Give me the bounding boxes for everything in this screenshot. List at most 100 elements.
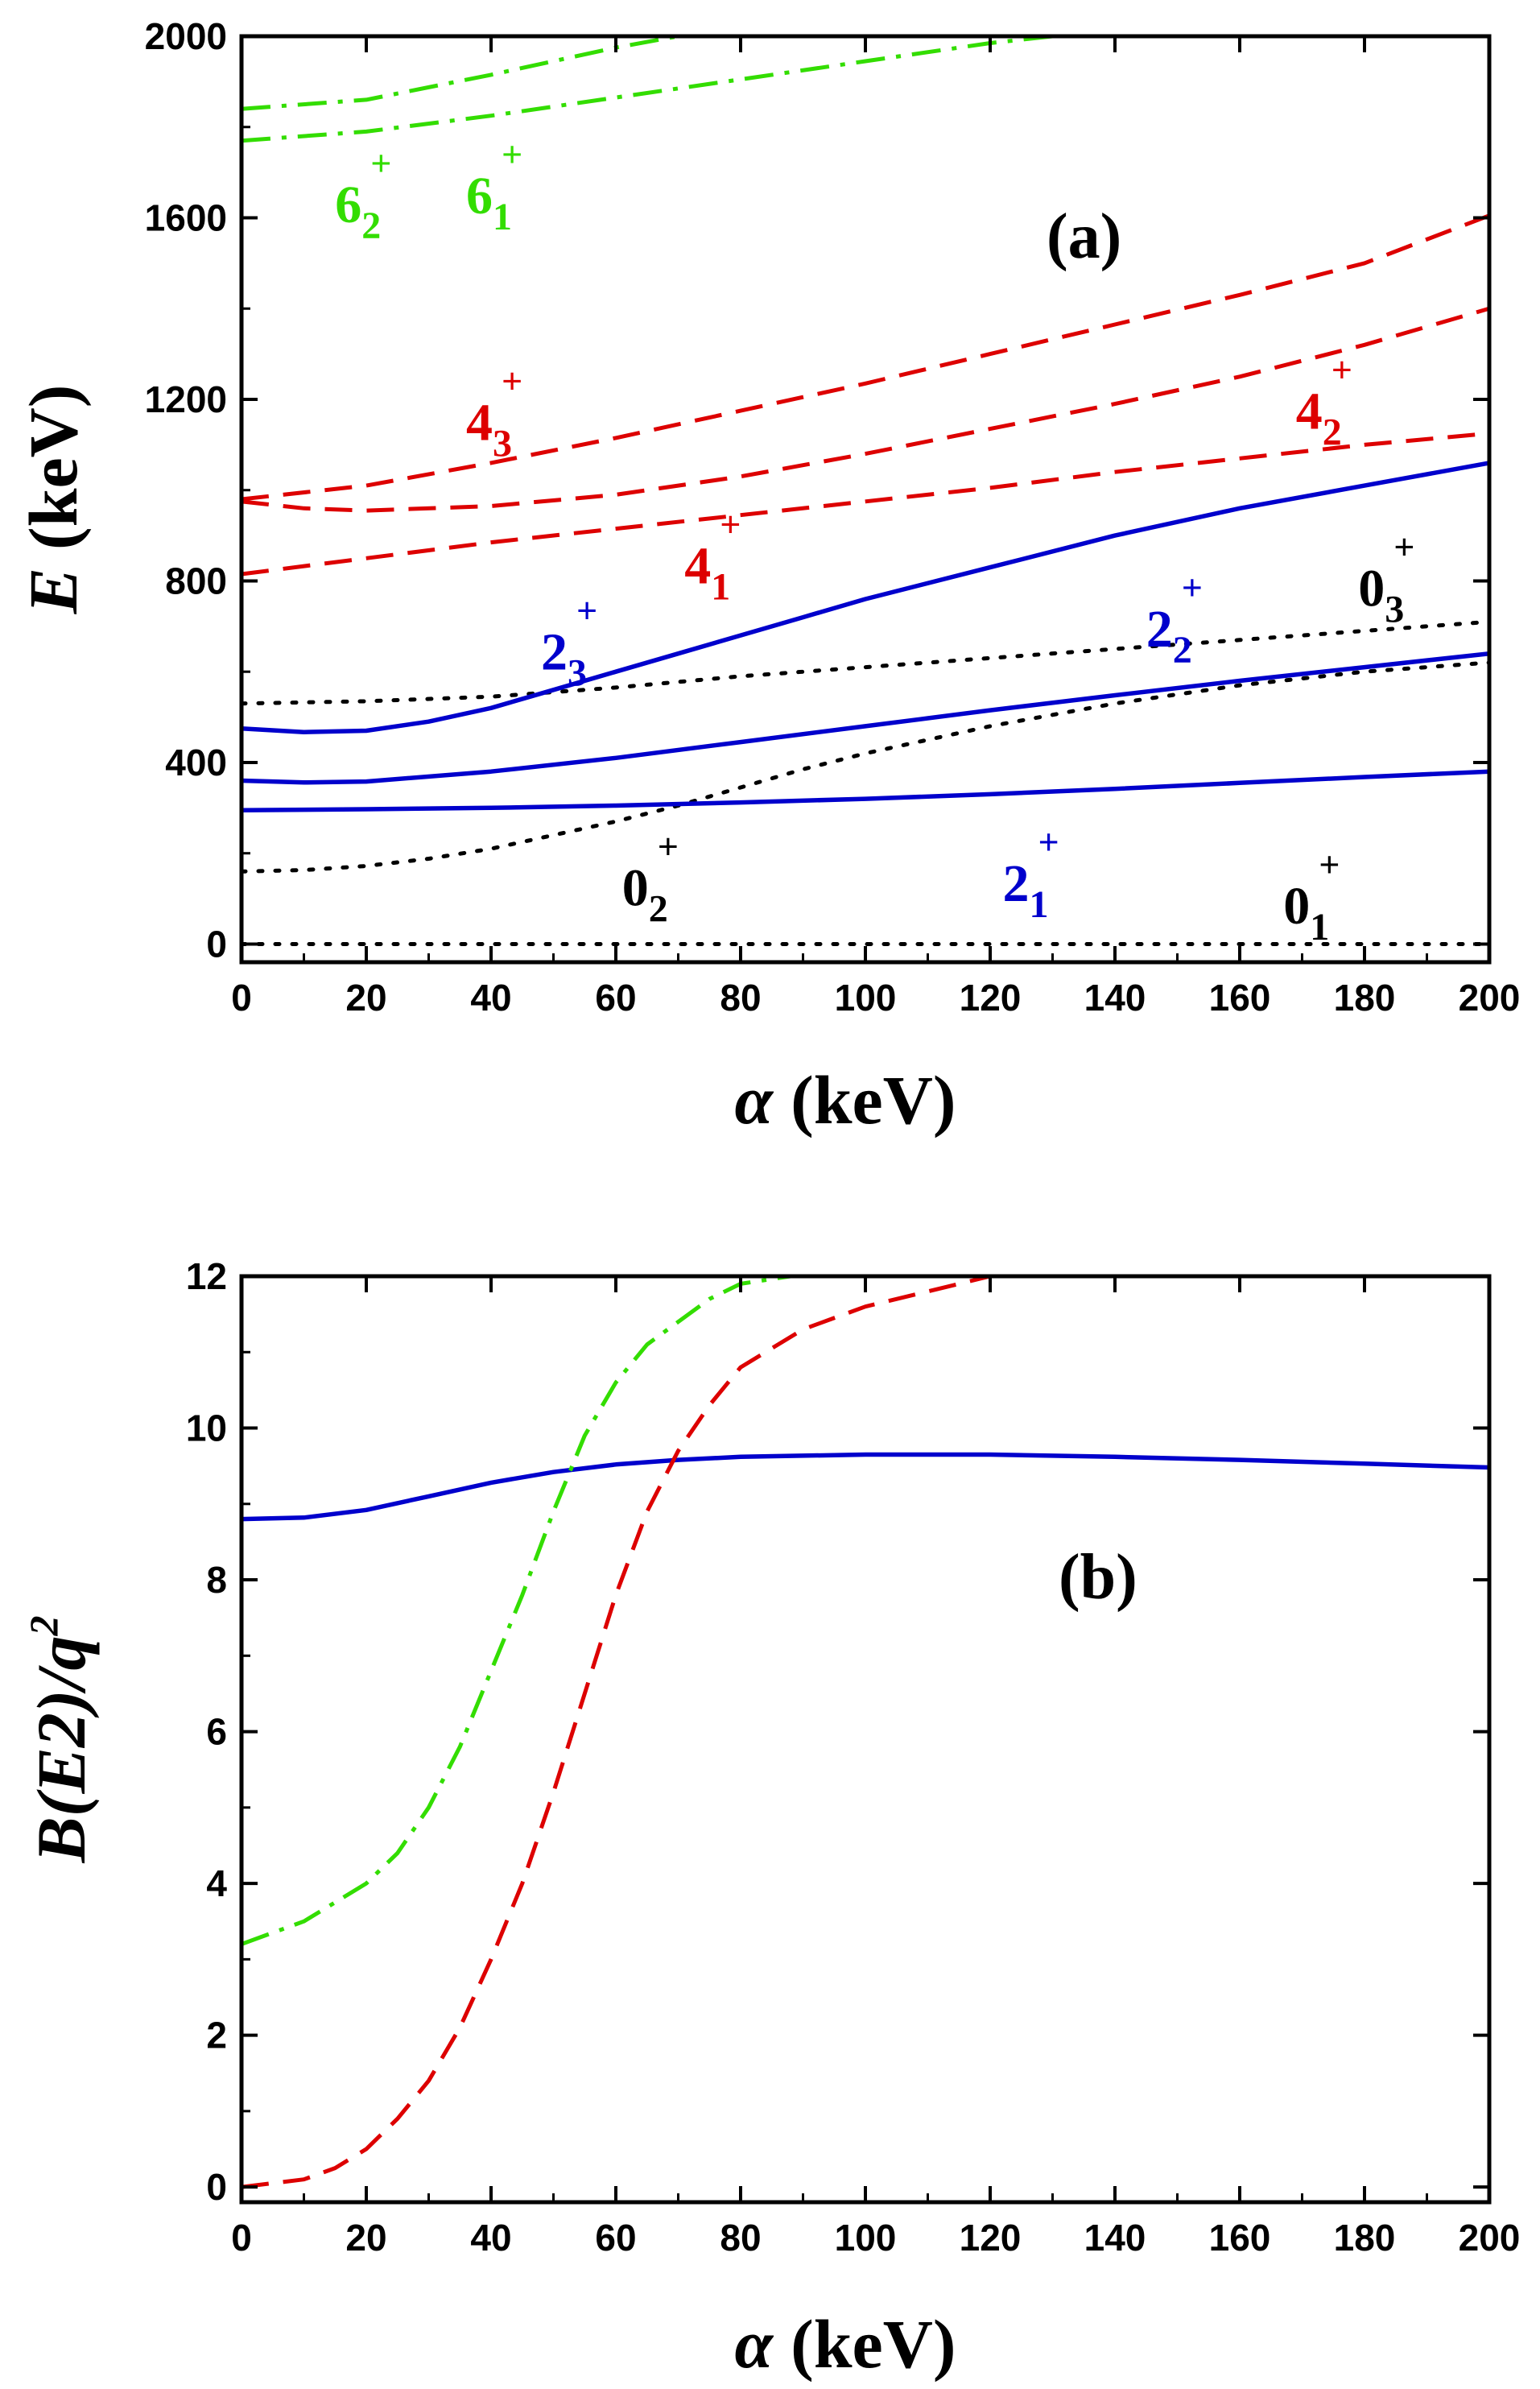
panel-a-x-axis-label: α (keV) — [735, 1061, 956, 1139]
panel-b-y-tick-label: 4 — [206, 1862, 227, 1904]
state-label-number: 4 — [1296, 382, 1323, 441]
state-label-parity: + — [1332, 349, 1352, 391]
panel-a-x-tick-label: 160 — [1209, 977, 1271, 1019]
panel-b-y-tick-label: 8 — [206, 1559, 227, 1601]
panel-b-x-tick-label: 140 — [1084, 2217, 1146, 2259]
panel-a-series-6-line — [242, 461, 1489, 734]
state-label-parity: + — [658, 826, 679, 867]
panel-b-curves — [242, 1276, 1489, 2189]
panel-b-x-tick-label: 100 — [835, 2217, 897, 2259]
panel-a-label: (a) — [1047, 201, 1121, 272]
panel-b-x-tick-label: 180 — [1334, 2217, 1396, 2259]
panel-a-y-axis-label: E (keV) — [14, 385, 92, 615]
panel-a-state-label: 22+ — [1146, 567, 1203, 672]
panel-a-series-2-line — [242, 660, 1489, 874]
state-label-index: 1 — [711, 565, 730, 608]
panel-b-frame — [239, 1274, 1492, 2205]
panel-a-state-label: 42 + — [1296, 349, 1352, 454]
state-label-index: 1 — [493, 196, 512, 238]
state-label-index: 2 — [361, 205, 381, 247]
panel-a-y-tick-label: 1600 — [145, 196, 227, 238]
panel-b-ticks: 0 20 40 60 80 100 120 140 160 180 200 0 2 4 6 8 10 12 — [186, 1255, 1521, 2259]
panel-a-x-tick-label: 80 — [720, 977, 761, 1019]
panel-b-y-axis-exponent: 2 — [21, 1616, 66, 1637]
panel-a-y-tick-label: 800 — [165, 560, 227, 601]
state-label-index: 3 — [568, 651, 587, 694]
state-label-parity: + — [720, 503, 741, 544]
panel-a-y-tick-label: 2000 — [145, 15, 227, 57]
panel-a: 62+61+43+42+41+23+ 22+ 03+02+21+01+ 0 20 40 6… — [14, 15, 1520, 1139]
panel-a-y-tick-label: 400 — [165, 742, 227, 783]
panel-b-y-tick-label: 2 — [206, 2015, 227, 2056]
panel-a-x-tick-label: 120 — [960, 977, 1022, 1019]
panel-a-x-tick-label: 180 — [1334, 977, 1396, 1019]
panel-a-state-label: 43 + — [466, 361, 522, 465]
state-label-index: 2 — [1323, 411, 1342, 454]
state-label-number: 4 — [684, 536, 711, 595]
state-label-number: 6 — [466, 167, 493, 225]
state-label-number: 4 — [466, 394, 493, 453]
state-label-number: 2 — [1003, 854, 1030, 913]
state-label-parity: + — [1393, 526, 1414, 567]
state-label-index: 2 — [649, 888, 668, 931]
panel-a-series-3-line — [242, 619, 1489, 706]
panel-a-series-11-line — [242, 36, 679, 111]
state-label-number: 2 — [541, 622, 568, 681]
panel-b-series-2-line — [242, 1276, 791, 1946]
panel-a-state-label: 02 + — [622, 826, 679, 931]
panel-b-x-tick-label: 120 — [960, 2217, 1022, 2259]
panel-a-x-tick-label: 200 — [1459, 977, 1521, 1019]
panel-b-x-tick-label: 20 — [345, 2217, 386, 2259]
state-label-number: 0 — [1358, 559, 1385, 618]
panel-b-x-tick-label: 40 — [470, 2217, 511, 2259]
panel-a-y-axis-unit: (keV) — [14, 385, 92, 550]
panel-b-y-axis-text: B(E2)/q — [23, 1636, 100, 1864]
panel-a-x-tick-label: 140 — [1084, 977, 1146, 1019]
panel-a-series-9-line — [242, 213, 1489, 502]
panel-a-x-tick-label: 40 — [470, 977, 511, 1019]
panel-a-state-label: 01 + — [1283, 844, 1340, 949]
state-label-index: 2 — [1173, 629, 1192, 672]
panel-b-series-3-line — [242, 1276, 991, 2189]
panel-b: 0 20 40 60 80 100 120 140 160 180 200 0 2 4 6 8 10 12 (b)… — [21, 1255, 1520, 2383]
panel-b-label: (b) — [1059, 1542, 1137, 1613]
panel-b-y-tick-label: 6 — [206, 1711, 227, 1753]
panel-b-x-tick-label: 160 — [1209, 2217, 1271, 2259]
state-label-number: 0 — [622, 859, 649, 918]
panel-b-x-tick-label: 80 — [720, 2217, 761, 2259]
state-label-parity: + — [1319, 844, 1340, 885]
panel-a-x-axis-unit: (keV) — [791, 1061, 956, 1139]
panel-a-y-tick-label: 1200 — [145, 378, 227, 420]
state-label-parity: + — [1038, 821, 1059, 862]
panel-b-x-tick-label: 60 — [595, 2217, 636, 2259]
panel-a-state-label: 61 + — [466, 134, 522, 238]
panel-a-series-8-line — [242, 306, 1489, 513]
panel-b-y-tick-label: 12 — [186, 1255, 227, 1297]
panel-a-y-tick-label: 0 — [206, 923, 227, 965]
state-label-index: 3 — [493, 423, 512, 465]
panel-a-state-label: 41 + — [684, 503, 741, 608]
panel-a-series-5-line — [242, 651, 1489, 785]
panel-b-x-axis-label: α (keV) — [735, 2305, 956, 2383]
panel-a-state-label: 23 + — [541, 589, 597, 694]
state-label-index: 1 — [1310, 906, 1329, 949]
panel-a-x-tick-label: 20 — [345, 977, 386, 1019]
state-label-parity: + — [370, 143, 391, 184]
panel-a-series-10-line — [242, 36, 1053, 143]
panel-a-state-label: 62 + — [335, 143, 391, 247]
panel-a-x-tick-label: 0 — [231, 977, 252, 1019]
state-label-number: 0 — [1283, 877, 1310, 936]
panel-b-x-axis-symbol: α — [735, 2305, 774, 2383]
panel-a-series-7-line — [242, 431, 1489, 577]
state-label-index: 3 — [1385, 588, 1404, 630]
panel-a-state-label: 21 + — [1003, 821, 1059, 926]
state-label-parity: + — [576, 589, 597, 630]
state-label-number: 6 — [335, 176, 361, 234]
panel-b-y-tick-label: 0 — [206, 2166, 227, 2208]
panel-a-curves — [242, 36, 1489, 946]
panel-b-y-tick-label: 10 — [186, 1407, 227, 1449]
state-label-number: 2 — [1146, 600, 1173, 659]
panel-a-x-tick-label: 60 — [595, 977, 636, 1019]
